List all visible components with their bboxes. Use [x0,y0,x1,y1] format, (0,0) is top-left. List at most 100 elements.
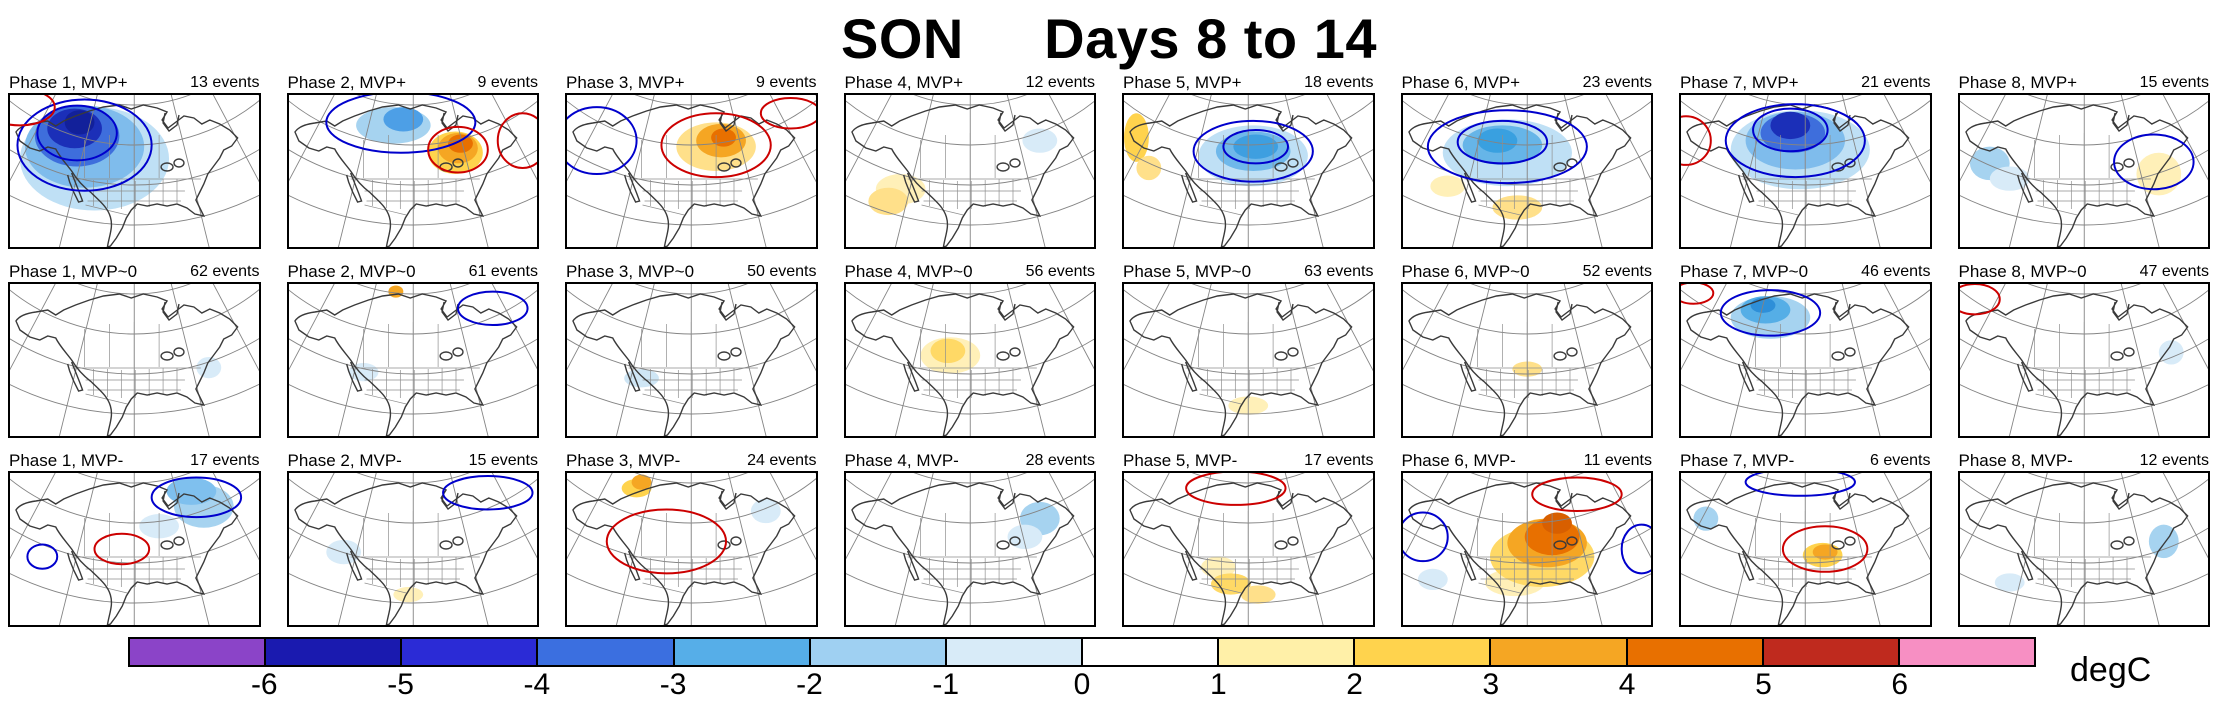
map-panel [286,93,539,249]
map-panel-cell: Phase 7, MVP+ 21 events [1679,72,1932,249]
basemap [567,284,816,436]
basemap [567,95,816,247]
colorbar-tick-label: 1 [1209,668,1227,701]
panel-phase-label: Phase 5, MVP+ [1123,73,1242,92]
colorbar-tick-label: 4 [1618,668,1636,701]
map-panel [1122,282,1375,438]
anomaly-map [1402,473,1651,625]
map-panel [1957,471,2210,627]
map-panel [1400,471,1653,627]
contour-line [759,97,816,130]
anomaly-map [1124,284,1373,436]
panel-phase-label: Phase 7, MVP+ [1680,73,1799,92]
figure-title: SON Days 8 to 14 [841,7,1377,70]
colorbar-segment [1491,639,1628,665]
colorbar-segment [538,639,675,665]
anomaly-map [1124,473,1373,625]
colorbar-segment [674,639,811,665]
map-panel [1679,93,1932,249]
panel-header: Phase 5, MVP- 17 events [1122,450,1375,471]
map-panel-cell: Phase 1, MVP~0 62 events [8,261,261,438]
panel-phase-label: Phase 3, MVP+ [566,73,685,92]
contour-line [441,475,534,511]
panel-event-count: 17 events [190,452,260,469]
colorbar-segment [1082,639,1220,665]
panel-event-count: 11 events [1583,452,1652,469]
panel-event-count: 13 events [190,74,260,91]
panel-header: Phase 7, MVP~0 46 events [1679,261,1932,282]
colorbar-tick-label: 3 [1482,668,1500,701]
map-panel-cell: Phase 6, MVP+ 23 events [1400,72,1653,249]
panel-header: Phase 5, MVP~0 63 events [1122,261,1375,282]
panel-event-count: 28 events [1025,452,1095,469]
anomaly-map [567,473,816,625]
map-panel [565,282,818,438]
basemap [1402,284,1651,436]
panel-header: Phase 2, MVP- 15 events [287,450,540,471]
anomaly-map [567,284,816,436]
panel-phase-label: Phase 6, MVP~0 [1401,262,1530,281]
map-panel-cell: Phase 2, MVP~0 61 events [286,261,539,438]
map-panel-cell: Phase 7, MVP- 6 events [1679,450,1932,627]
map-panel [843,282,1096,438]
anomaly-map [1681,473,1930,625]
contour-line [93,532,151,566]
contour-line [1781,525,1869,573]
contour-line [324,95,476,154]
map-panel-cell: Phase 3, MVP+ 9 events [565,72,818,249]
map-panel-cell: Phase 8, MVP+ 15 events [1957,72,2210,249]
colorbar-segment [1763,639,1900,665]
colorbar-segment [1355,639,1492,665]
panel-event-count: 63 events [1304,263,1374,280]
panel-event-count: 56 events [1025,263,1095,280]
map-panel [1122,471,1375,627]
colorbar-tick-label: 6 [1891,668,1909,701]
panel-event-count: 21 events [1861,74,1931,91]
anomaly-map [1402,284,1651,436]
map-panel-cell: Phase 2, MVP- 15 events [286,450,540,627]
panel-phase-label: Phase 4, MVP- [844,451,959,470]
panel-header: Phase 1, MVP- 17 events [8,450,261,471]
anomaly-map [1959,473,2208,625]
basemap [1402,95,1651,247]
panel-header: Phase 7, MVP+ 21 events [1679,72,1932,93]
basemap [1124,473,1373,625]
map-panel-cell: Phase 8, MVP- 12 events [1957,450,2210,627]
panel-phase-label: Phase 5, MVP~0 [1123,262,1252,281]
contour-line [2112,133,2195,191]
anomaly-map [1959,284,2208,436]
colorbar-tick-label: 5 [1755,668,1772,701]
map-panel-cell: Phase 1, MVP+ 13 events [8,72,261,249]
colorbar-tick-label: -4 [523,668,551,701]
colorbar-segment [1219,639,1356,665]
panel-header: Phase 3, MVP~0 50 events [565,261,818,282]
colorbar-segment [810,639,947,665]
contour-line [1681,115,1712,166]
panel-phase-label: Phase 8, MVP~0 [1958,262,2087,281]
colorbar-segment [130,639,267,665]
panel-header: Phase 7, MVP- 6 events [1679,450,1932,471]
panel-event-count: 61 events [468,263,538,280]
panel-phase-label: Phase 6, MVP+ [1401,73,1521,92]
map-panel [843,471,1096,627]
contour-line [1530,476,1623,512]
panel-event-count: 24 events [747,452,817,469]
contour-line [26,543,59,570]
panel-header: Phase 5, MVP+ 18 events [1122,72,1375,93]
contour-line [1456,119,1548,165]
panel-phase-label: Phase 3, MVP~0 [566,262,695,281]
contour-line [456,290,529,327]
map-panel [8,471,261,627]
anomaly-map [845,284,1094,436]
map-panel-cell: Phase 2, MVP+ 9 events [286,72,539,249]
panel-phase-label: Phase 8, MVP- [1958,451,2073,470]
contour-line [1752,107,1829,153]
colorbar-tick-label: -5 [387,668,414,701]
map-panel-cell: Phase 6, MVP~0 52 events [1400,261,1653,438]
map-panel-cell: Phase 4, MVP~0 56 events [843,261,1096,438]
anomaly-map [567,95,816,247]
contour-line [36,104,118,162]
map-panel [286,282,539,438]
colorbar-tick-label: -6 [250,668,278,701]
